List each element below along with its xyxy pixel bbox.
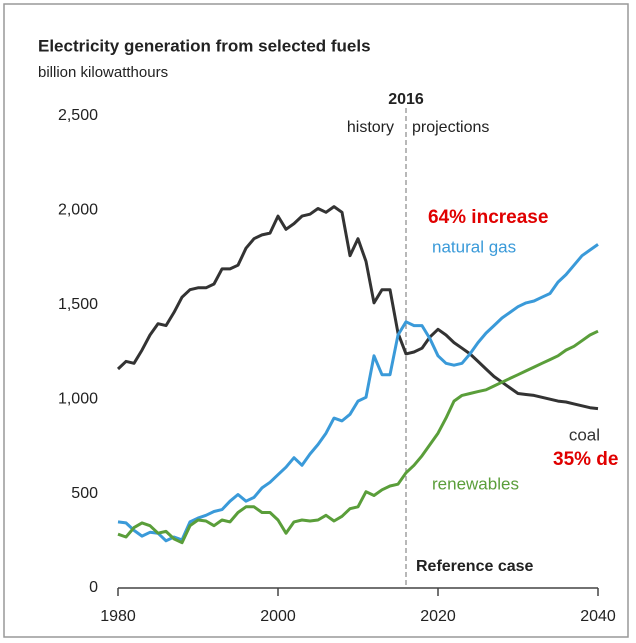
y-tick-label: 1,000 bbox=[58, 390, 98, 407]
frame bbox=[3, 3, 629, 638]
x-tick-label: 2020 bbox=[420, 608, 456, 625]
annotation: 64% increase bbox=[428, 207, 548, 228]
annotation: 35% de bbox=[553, 449, 618, 470]
series-label: natural gas bbox=[432, 237, 516, 256]
series-line bbox=[116, 205, 599, 411]
series-line bbox=[117, 329, 599, 545]
y-tick-label: 1,500 bbox=[58, 296, 98, 313]
y-tick-label: 2,000 bbox=[58, 202, 98, 219]
chart-title: Electricity generation from selected fue… bbox=[38, 36, 371, 55]
y-tick-label: 0 bbox=[89, 579, 98, 596]
chart-subtitle: billion kilowatthours bbox=[38, 64, 168, 81]
series-label: coal bbox=[569, 425, 600, 444]
history-label: history bbox=[347, 119, 394, 136]
series-label: renewables bbox=[432, 474, 519, 493]
y-tick-label: 2,500 bbox=[58, 107, 98, 124]
series-line bbox=[117, 243, 599, 543]
x-tick-label: 2040 bbox=[580, 608, 616, 625]
x-tick-label: 1980 bbox=[100, 608, 136, 625]
case-label: Reference case bbox=[416, 558, 534, 575]
y-tick-label: 500 bbox=[71, 485, 98, 502]
projection-year: 2016 bbox=[388, 91, 424, 108]
x-tick-label: 2000 bbox=[260, 608, 296, 625]
projections-label: projections bbox=[412, 119, 489, 136]
